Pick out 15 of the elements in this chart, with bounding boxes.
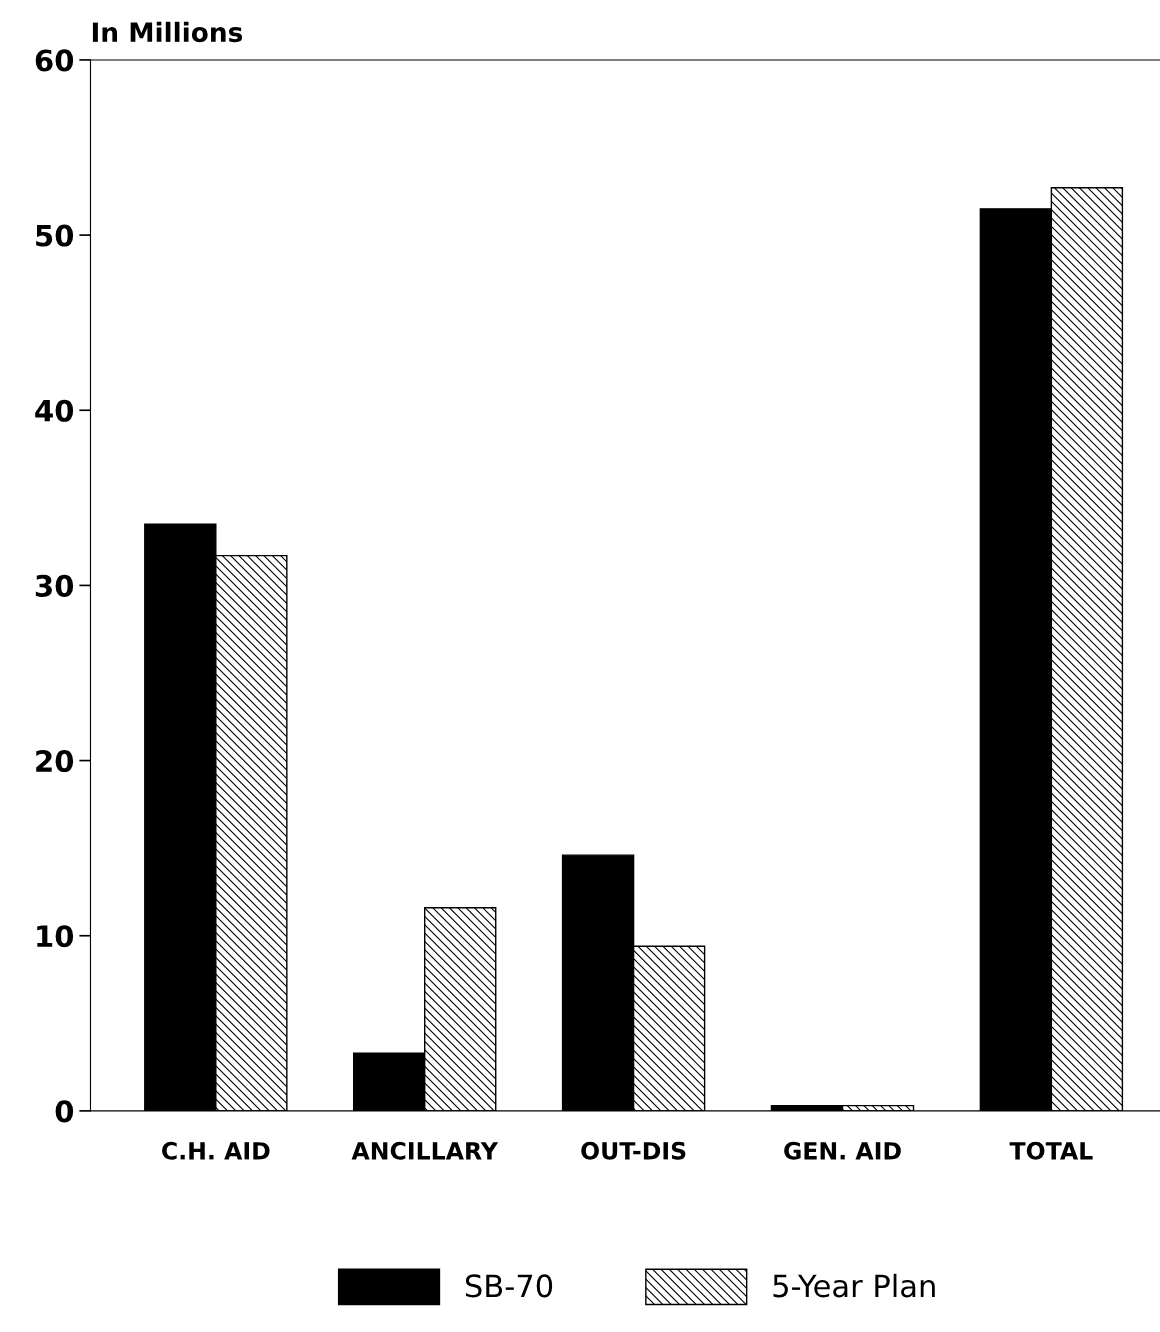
y-tick-label: 10 bbox=[37, 925, 74, 948]
x-tick-label: TOTAL bbox=[1009, 1141, 1093, 1160]
legend-label: SB-70 bbox=[465, 1274, 553, 1298]
y-tick-label: 50 bbox=[36, 224, 74, 247]
y-tick-label: 60 bbox=[35, 49, 74, 72]
x-tick-label: OUT-DIS bbox=[581, 1141, 686, 1160]
x-tick-label: C.H. AID bbox=[162, 1141, 270, 1160]
x-tick-label: ANCILLARY bbox=[351, 1141, 499, 1160]
x-tick-label: GEN. AID bbox=[784, 1141, 901, 1160]
y-tick-label: 0 bbox=[55, 1100, 74, 1123]
y-tick-label: 40 bbox=[35, 399, 74, 422]
legend-label: 5-Year Plan bbox=[773, 1273, 935, 1298]
y-axis-title: In Millions bbox=[92, 21, 243, 43]
y-tick-label: 20 bbox=[36, 750, 74, 773]
y-tick-label: 30 bbox=[35, 574, 74, 597]
